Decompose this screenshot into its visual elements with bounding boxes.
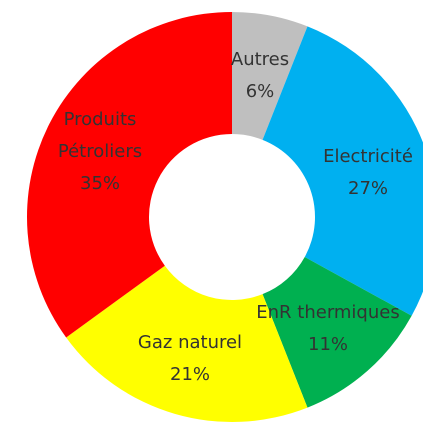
value-label: 35% <box>79 173 121 194</box>
value-label: 6% <box>245 81 275 102</box>
donut-slice <box>232 12 308 140</box>
slice-label: Autres <box>230 49 290 70</box>
slice-label: Electricité <box>323 146 413 167</box>
donut-slice <box>27 12 233 338</box>
value-label: 27% <box>347 178 389 199</box>
value-label: 11% <box>307 334 349 355</box>
donut-slice <box>262 256 412 408</box>
donut-slice <box>262 26 423 316</box>
slice-label: EnR thermiques <box>256 302 400 323</box>
slice-label: Gaz naturel <box>137 332 243 353</box>
value-label: 21% <box>169 364 211 385</box>
slice-label: Produits Pétroliers <box>57 109 143 162</box>
donut-slice <box>66 265 308 423</box>
